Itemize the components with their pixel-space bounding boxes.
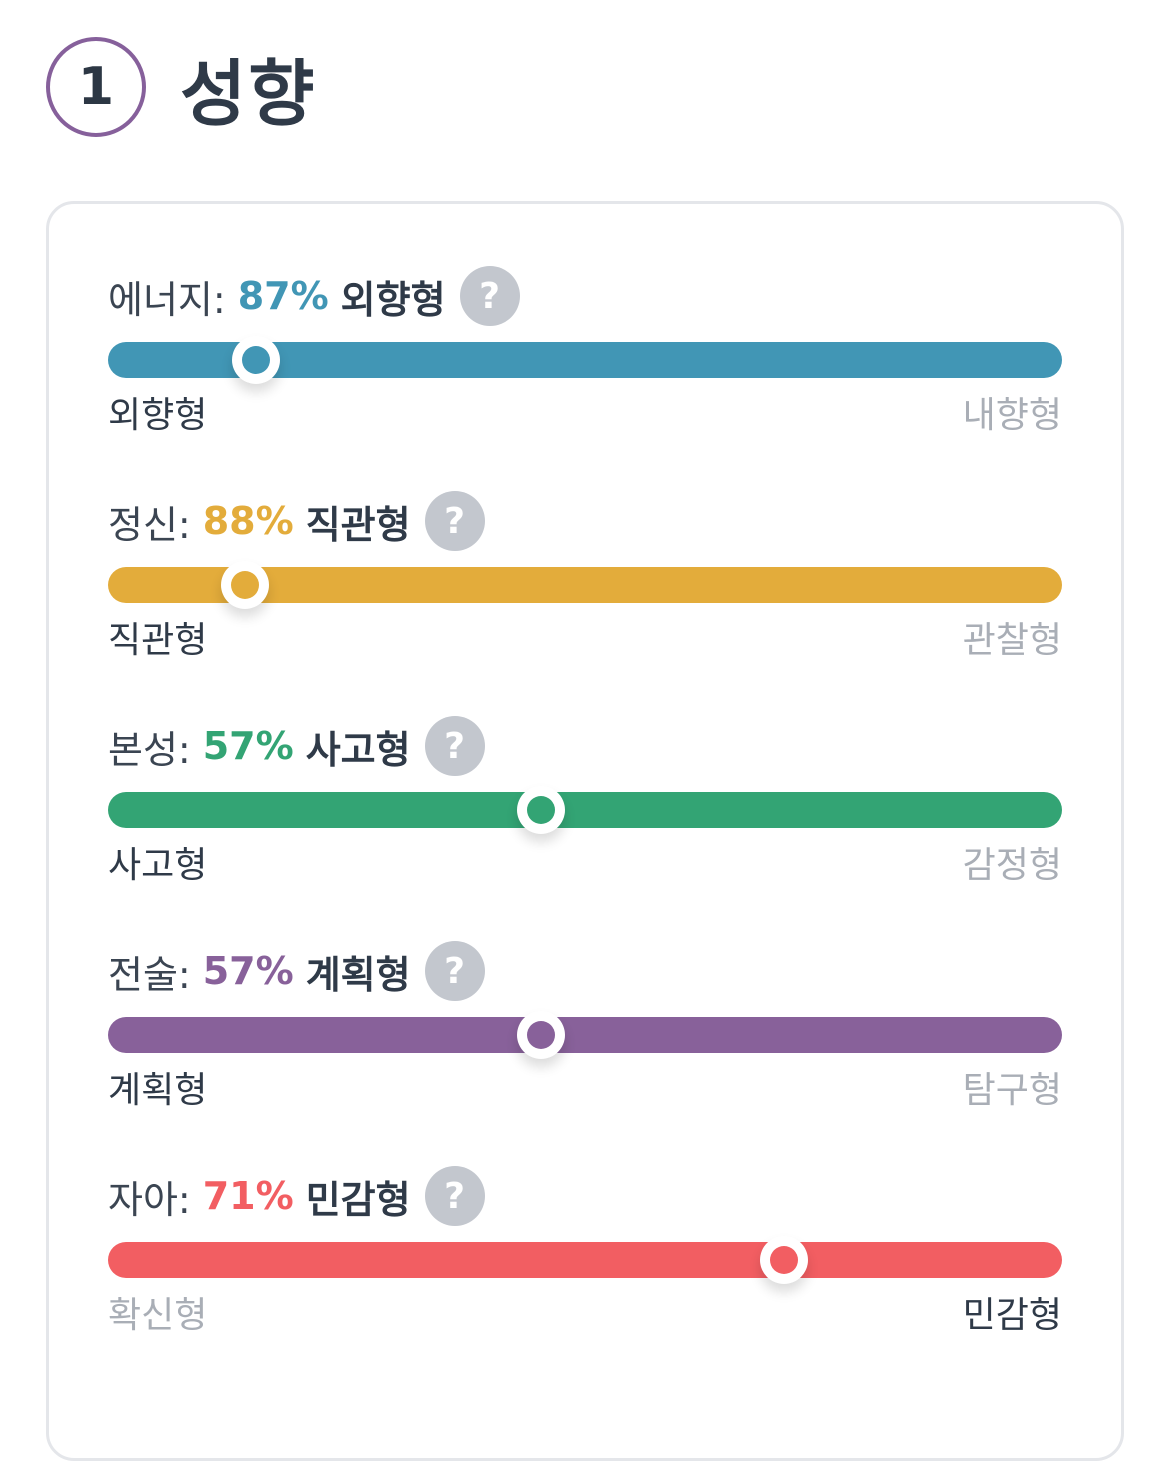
trait-heading: 전술: 57% 계획형 ? bbox=[108, 941, 485, 1001]
trait-label: 정신: bbox=[108, 502, 191, 547]
trait-heading: 정신: 88% 직관형 ? bbox=[108, 491, 485, 551]
pole-left-label: 직관형 bbox=[108, 620, 208, 661]
trait-slider-thumb[interactable] bbox=[231, 336, 280, 384]
trait-percent: 57% bbox=[202, 724, 294, 768]
trait-slider-thumb[interactable] bbox=[221, 561, 270, 609]
step-number-badge: 1 bbox=[46, 37, 146, 137]
trait-label: 본성: bbox=[108, 727, 191, 772]
thumb-dot bbox=[231, 571, 260, 599]
help-icon[interactable]: ? bbox=[424, 716, 485, 776]
trait-result: 계획형 bbox=[305, 952, 411, 997]
help-icon[interactable]: ? bbox=[424, 1166, 485, 1226]
trait-bar bbox=[108, 336, 1062, 384]
pole-left-label: 계획형 bbox=[108, 1070, 208, 1111]
trait-slider-thumb[interactable] bbox=[517, 786, 566, 834]
pole-left-label: 외향형 bbox=[108, 395, 208, 436]
pole-left-label: 확신형 bbox=[108, 1295, 208, 1336]
trait-result: 민감형 bbox=[305, 1177, 411, 1222]
trait-percent: 71% bbox=[202, 1174, 294, 1218]
trait-result: 외향형 bbox=[340, 277, 446, 322]
pole-right-label: 관찰형 bbox=[962, 620, 1062, 661]
trait-percent: 88% bbox=[202, 499, 294, 543]
trait-result: 사고형 bbox=[305, 727, 411, 772]
trait-label: 자아: bbox=[108, 1177, 191, 1222]
thumb-dot bbox=[241, 346, 270, 374]
trait-bar bbox=[108, 786, 1062, 834]
thumb-dot bbox=[527, 1021, 556, 1049]
trait-heading: 에너지: 87% 외향형 ? bbox=[108, 266, 520, 326]
trait-label: 에너지: bbox=[108, 277, 226, 322]
pole-right-label: 내향형 bbox=[962, 395, 1062, 436]
trait-result: 직관형 bbox=[305, 502, 411, 547]
trait-bar bbox=[108, 561, 1062, 609]
help-icon[interactable]: ? bbox=[424, 491, 485, 551]
trait-percent: 87% bbox=[237, 274, 329, 318]
section-header: 1 성향 bbox=[46, 34, 316, 140]
trait-bar bbox=[108, 1011, 1062, 1059]
trait-heading: 자아: 71% 민감형 ? bbox=[108, 1166, 485, 1226]
pole-right-label: 민감형 bbox=[962, 1295, 1062, 1336]
thumb-dot bbox=[527, 796, 556, 824]
trait-percent: 57% bbox=[202, 949, 294, 993]
pole-left-label: 사고형 bbox=[108, 845, 208, 886]
trait-slider-thumb[interactable] bbox=[517, 1011, 566, 1059]
trait-bar bbox=[108, 1236, 1062, 1284]
trait-label: 전술: bbox=[108, 952, 191, 997]
trait-slider-thumb[interactable] bbox=[760, 1236, 809, 1284]
help-icon[interactable]: ? bbox=[424, 941, 485, 1001]
help-icon[interactable]: ? bbox=[459, 266, 520, 326]
thumb-dot bbox=[770, 1246, 799, 1274]
pole-right-label: 감정형 bbox=[962, 845, 1062, 886]
section-title: 성향 bbox=[180, 51, 317, 136]
trait-heading: 본성: 57% 사고형 ? bbox=[108, 716, 485, 776]
pole-right-label: 탐구형 bbox=[962, 1070, 1062, 1111]
